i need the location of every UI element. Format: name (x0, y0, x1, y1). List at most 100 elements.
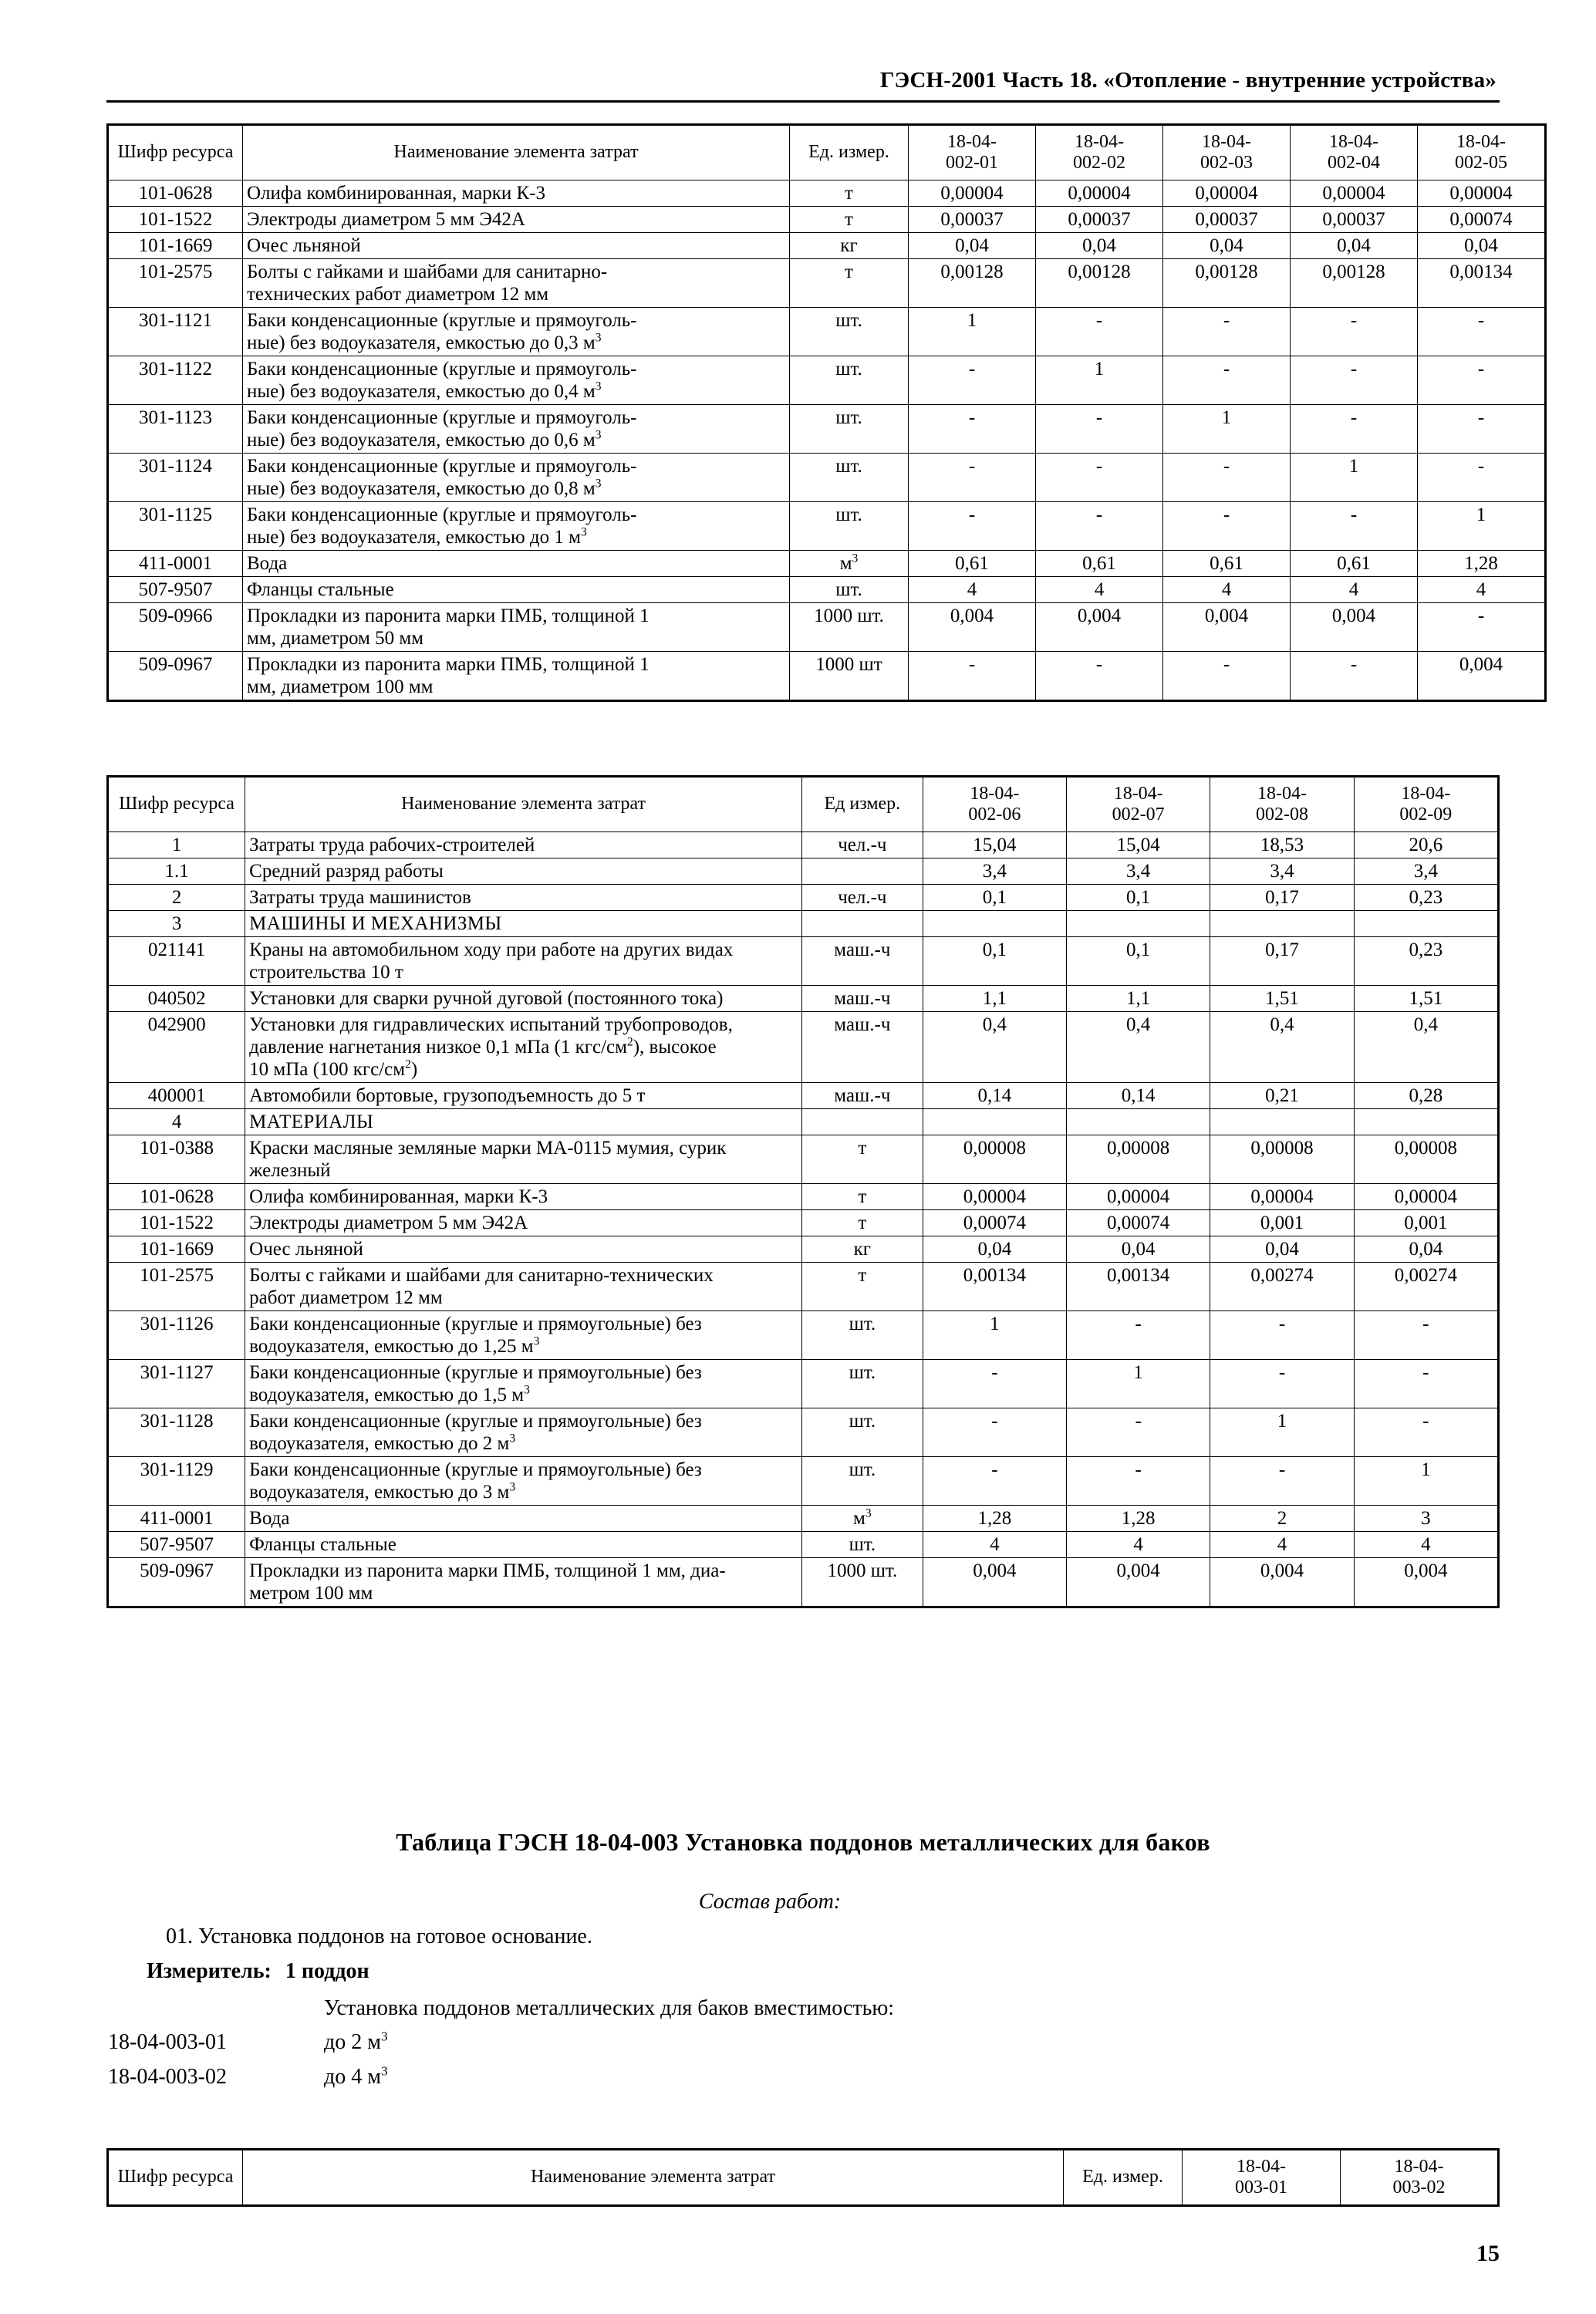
cell-unit: т (801, 1261, 923, 1311)
cell-element-name: Электроды диаметром 5 мм Э42А (242, 205, 790, 233)
cell-value: - (1035, 306, 1163, 356)
cell-value: 0,00128 (908, 258, 1036, 308)
cell-unit: шт. (789, 501, 909, 551)
cell-value: - (1417, 306, 1546, 356)
variants-intro: Установка поддонов металлических для бак… (324, 1996, 895, 2020)
table-row: 101-1522 Электроды диаметром 5 мм Э42А т 0,… (106, 1209, 1500, 1236)
cell-value (1066, 1108, 1211, 1135)
cell-value (1353, 909, 1500, 937)
elem-name-line: ные) без водоуказателя, емкостью до 0,3 … (247, 331, 602, 353)
cell-value: 3,4 (1353, 857, 1500, 885)
norm-code-suffix: 002-04 (1328, 152, 1380, 173)
cell-value: - (1290, 306, 1418, 356)
cell-resource-code: 4 (106, 1108, 246, 1135)
cell-unit: т (801, 1182, 923, 1210)
elem-name-line: Болты с гайками и шайбами для санитарно-… (249, 1264, 714, 1286)
resource-table-002-01-05: Шифр ресурса Наименование элемента затра… (106, 123, 1547, 702)
elem-name-line: Баки конденсационные (круглые и прямоуго… (249, 1313, 702, 1334)
cell-value: 18,53 (1210, 831, 1355, 858)
cell-value: 3,4 (922, 857, 1068, 885)
elem-name-line: Болты с гайками и шайбами для санитарно- (247, 261, 608, 282)
cell-element-name: Олифа комбинированная, марки К-3 (242, 179, 790, 207)
cell-value: 1 (1417, 501, 1546, 551)
elem-name-line: ные) без водоуказателя, емкостью до 0,8 … (247, 477, 602, 499)
cell-element-name: Болты с гайками и шайбами для санитарно-… (245, 1261, 802, 1311)
variant-desc-1-sup: 3 (380, 2029, 388, 2044)
table-row: 101-0628 Олифа комбинированная, марки К-3… (106, 1182, 1500, 1210)
elem-name-line: Затраты труда машинистов (249, 886, 471, 908)
cell-value: - (1210, 1310, 1355, 1360)
cell-element-name: Баки конденсационные (круглые и прямоуго… (245, 1310, 802, 1360)
cell-element-name: Прокладки из паронита марки ПМБ, толщино… (245, 1557, 802, 1607)
cell-value: 0,04 (1417, 231, 1546, 259)
cell-value: 0,00008 (1210, 1134, 1355, 1184)
cell-element-name: Болты с гайками и шайбами для санитарно-… (242, 258, 790, 308)
table-row: 301-1128 Баки конденсационные (круглые и … (106, 1407, 1500, 1457)
cell-value (1066, 909, 1211, 937)
cell-value: 0,00008 (1353, 1134, 1500, 1184)
cell-value: 0,04 (1162, 231, 1291, 259)
norm-code-prefix: 18-04- (1456, 132, 1506, 152)
cell-value: 1 (1353, 1456, 1500, 1506)
cell-resource-code: 301-1121 (107, 306, 243, 356)
cell-value: 0,00074 (1417, 205, 1546, 233)
th-name: Наименование элемента затрат (245, 776, 802, 832)
elem-name-line: Очес льняной (249, 1238, 363, 1260)
norm-code-prefix: 18-04- (1237, 2157, 1286, 2177)
table2-head: Шифр ресурса Наименование элемента затра… (106, 776, 1500, 832)
cell-value: - (922, 1407, 1068, 1457)
table-row: 2 Затраты труда машинистов чел.-ч 0,1 0,1 0,1… (106, 883, 1500, 911)
cell-element-name: Затраты труда машинистов (245, 883, 802, 911)
cell-value (922, 909, 1068, 937)
norm-code-suffix: 002-01 (946, 152, 998, 173)
cell-resource-code: 101-2575 (107, 258, 243, 308)
variant-desc-2-sup: 3 (380, 2063, 388, 2079)
cell-value: - (1035, 403, 1163, 454)
elem-name-line: Электроды диаметром 5 мм Э42А (249, 1212, 528, 1233)
running-header: ГЭСН-2001 Часть 18. «Отопление - внутрен… (879, 68, 1496, 93)
cell-value: 15,04 (922, 831, 1068, 858)
cell-resource-code: 411-0001 (107, 549, 243, 577)
cell-value: 0,04 (1353, 1235, 1500, 1263)
cell-value: 0,04 (1210, 1235, 1355, 1263)
table-row: 1 Затраты труда рабочих-строителей чел.-ч 1… (106, 831, 1500, 858)
cell-element-name: Прокладки из паронита марки ПМБ, толщино… (242, 650, 790, 701)
cell-element-name: Затраты труда рабочих-строителей (245, 831, 802, 858)
cell-resource-code: 509-0967 (106, 1557, 246, 1607)
cell-resource-code: 101-0628 (106, 1182, 246, 1210)
th-norm-code-5: 18-04- 002-05 (1417, 124, 1546, 180)
cell-element-name: МАТЕРИАЛЫ (245, 1108, 802, 1135)
elem-name-line: Фланцы стальные (247, 578, 394, 600)
th-name: Наименование элемента затрат (242, 124, 790, 180)
elem-name-line: Баки конденсационные (круглые и прямоуго… (247, 504, 637, 525)
th-norm-code-1: 18-04- 003-01 (1182, 2149, 1341, 2206)
resource-table-002-01-05-wrapper: Шифр ресурса Наименование элемента затра… (106, 123, 1547, 702)
cell-resource-code: 301-1125 (107, 501, 243, 551)
elem-name-line: водоуказателя, емкостью до 1,5 м3 (249, 1383, 530, 1405)
cell-value: 0,14 (922, 1081, 1068, 1109)
table-row: 507-9507 Фланцы стальные шт. 4 4 4 4 4 (107, 575, 1546, 603)
elem-name-line: ные) без водоуказателя, емкостью до 0,4 … (247, 379, 602, 402)
cell-unit: шт. (801, 1530, 923, 1558)
cell-unit: м3 (801, 1504, 923, 1532)
cell-unit: маш.-ч (801, 984, 923, 1012)
cell-value: 0,17 (1210, 883, 1355, 911)
elem-name-line: Прокладки из паронита марки ПМБ, толщино… (247, 605, 650, 626)
table-row: 101-1522 Электроды диаметром 5 мм Э42А т 0,… (107, 205, 1546, 233)
cell-value (1210, 1108, 1355, 1135)
cell-resource-code: 509-0967 (107, 650, 243, 701)
cell-element-name: Автомобили бортовые, грузоподъемность до… (245, 1081, 802, 1109)
cell-value: 0,28 (1353, 1081, 1500, 1109)
cell-value: 0,14 (1066, 1081, 1211, 1109)
cell-unit (801, 857, 923, 885)
cell-value: 0,1 (922, 936, 1068, 986)
cell-element-name: Баки конденсационные (круглые и прямоуго… (242, 501, 790, 551)
table3-head: Шифр ресурса Наименование элемента затра… (107, 2149, 1499, 2206)
cell-element-name: Средний разряд работы (245, 857, 802, 885)
norm-code-suffix: 002-02 (1073, 152, 1125, 173)
table-row: 509-0967 Прокладки из паронита марки ПМБ,… (107, 650, 1546, 701)
elem-name-line: Установки для сварки ручной дуговой (пос… (249, 987, 724, 1009)
measure-label: Измеритель: (147, 1959, 272, 1983)
cell-value: 0,04 (908, 231, 1036, 259)
cell-unit: шт. (801, 1310, 923, 1360)
